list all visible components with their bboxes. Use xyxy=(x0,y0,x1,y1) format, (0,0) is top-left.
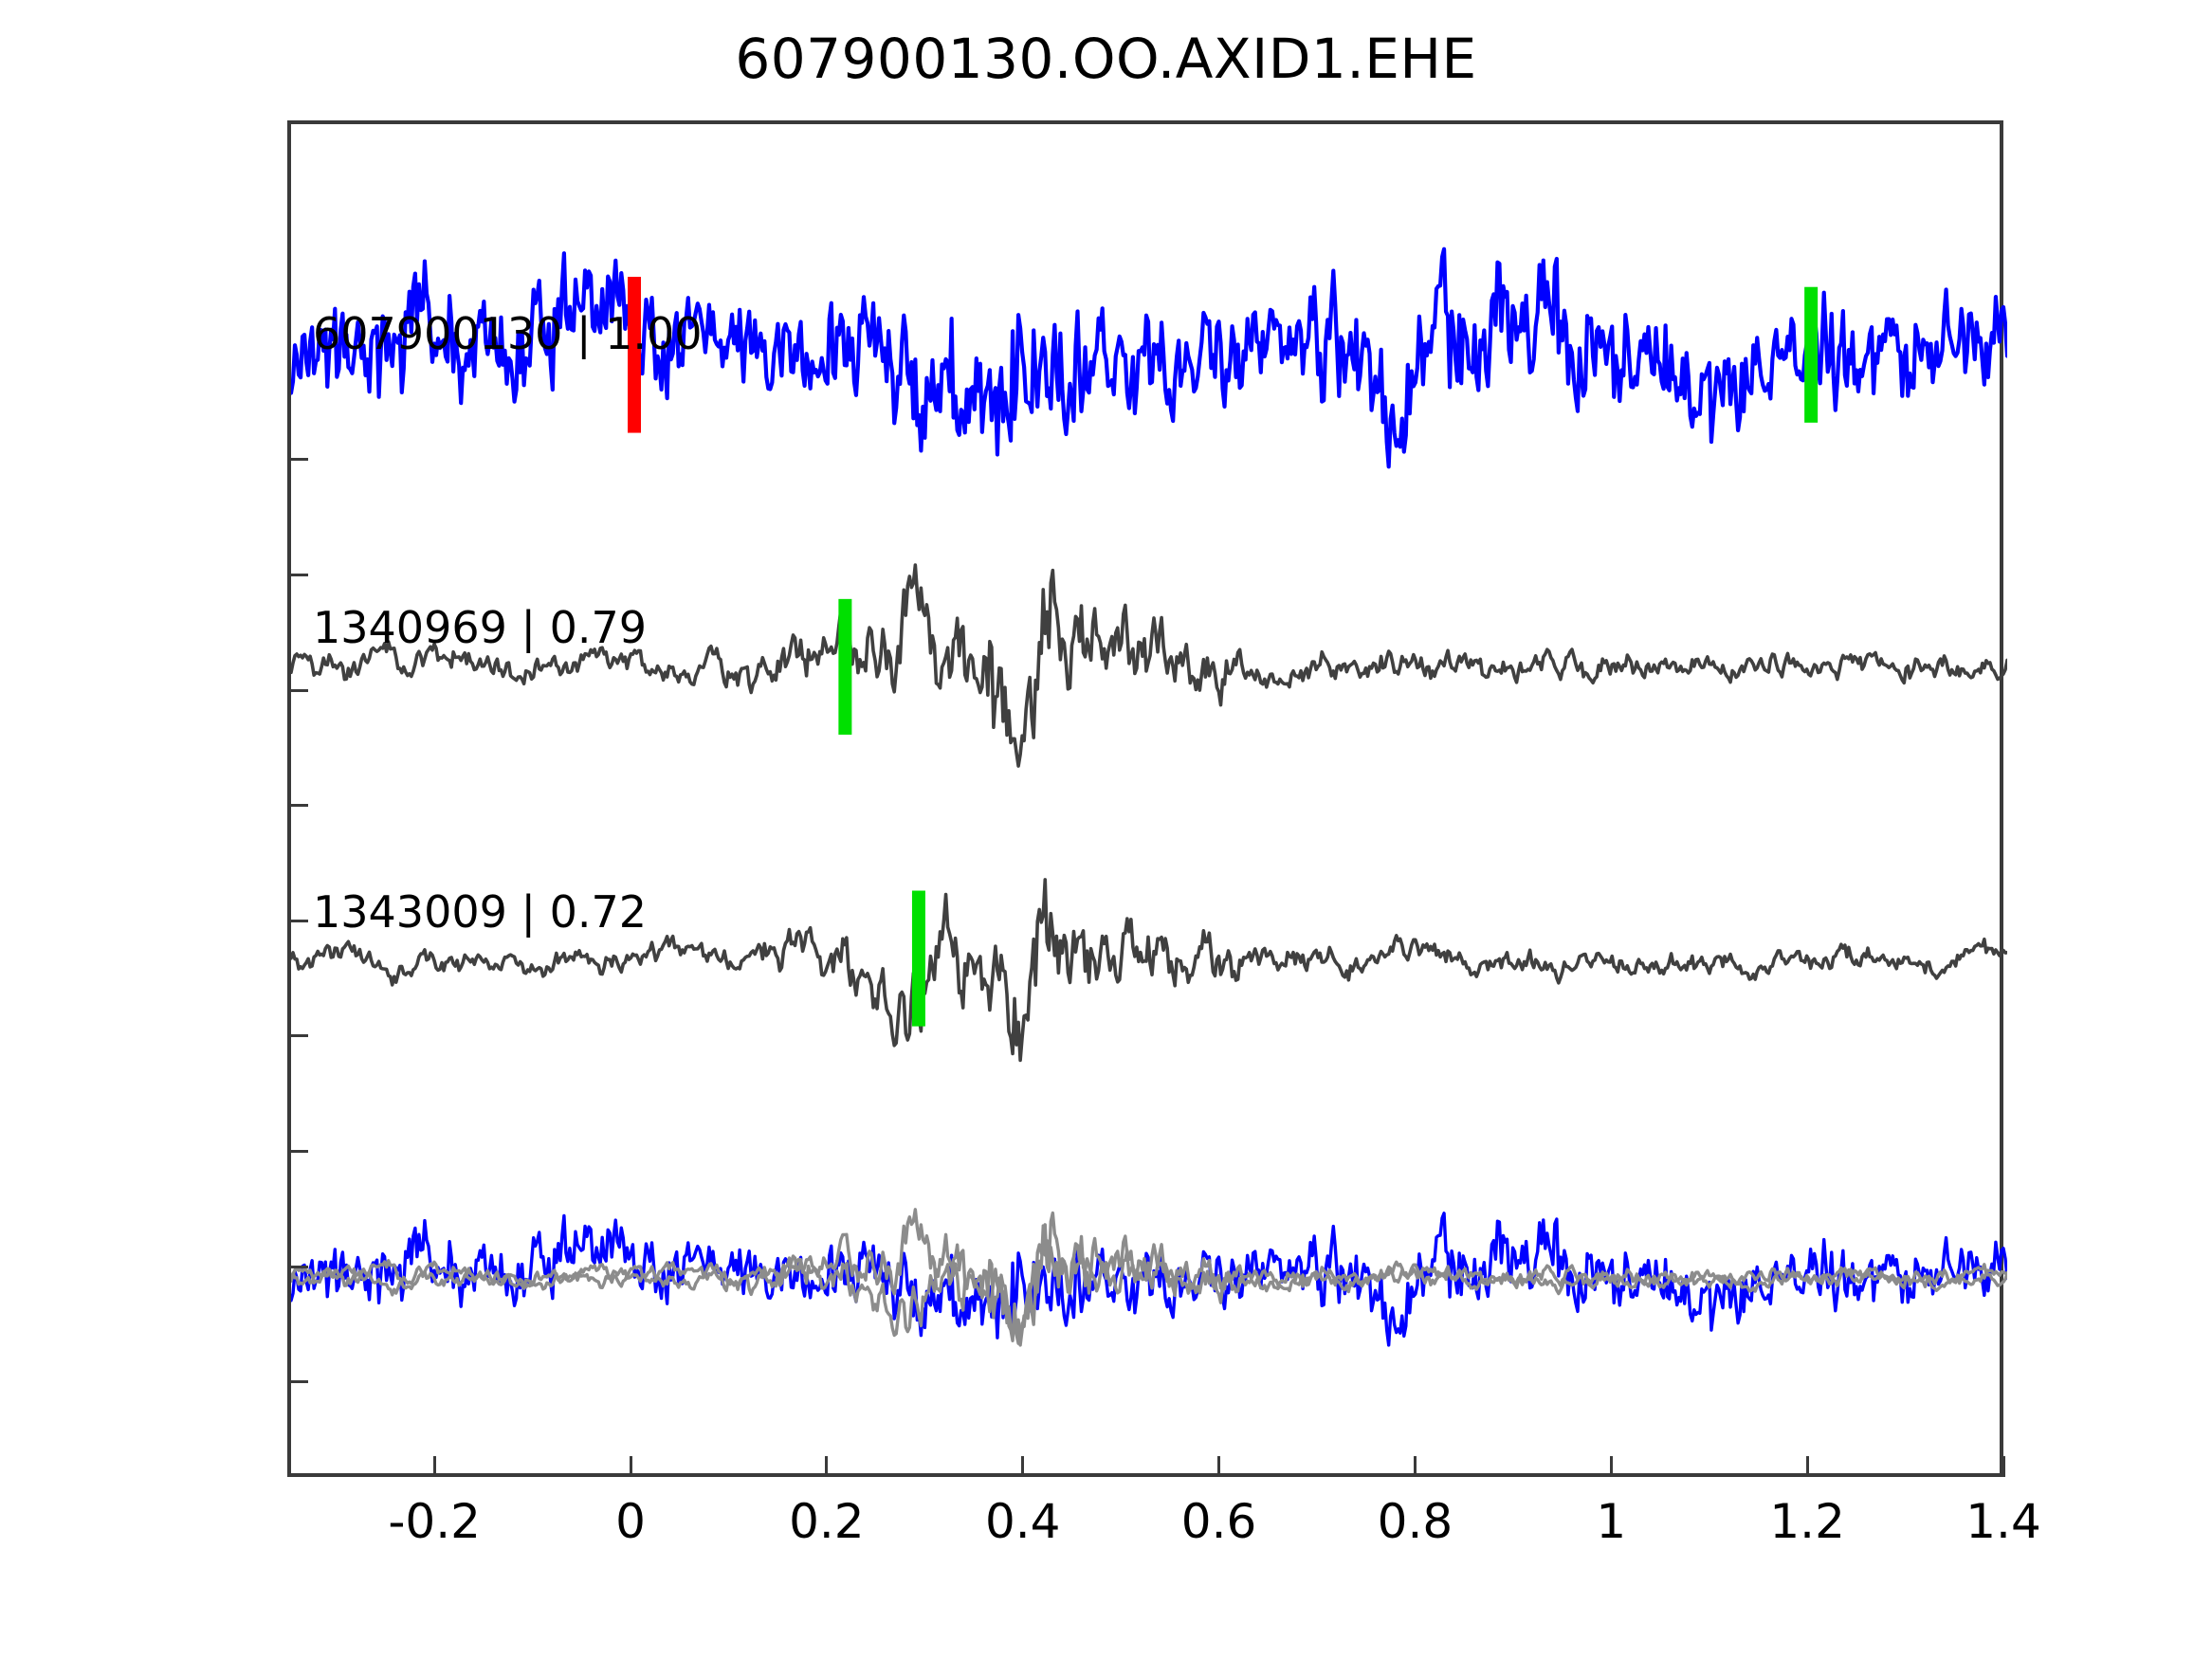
x-tick-label-0: 0 xyxy=(615,1494,646,1549)
x-axis-tick-labels: -0.2 0 0.2 0.4 0.6 0.8 1 1.2 1.4 xyxy=(0,1494,2212,1579)
trace-label-1: 607900130 | 1.00 xyxy=(313,308,703,359)
trace-label-3: 1343009 | 0.72 xyxy=(313,886,648,938)
detection-pick-marker-1343009 xyxy=(911,890,925,1027)
trace-label-2: 1340969 | 0.79 xyxy=(313,602,648,653)
x-tick-label--0.2: -0.2 xyxy=(388,1494,481,1549)
waveform-canvas xyxy=(291,246,2007,1347)
detection-pick-marker-1340969 xyxy=(838,598,852,735)
page-title: 607900130.OO.AXID1.EHE xyxy=(735,27,1477,91)
x-tick-label-0.2: 0.2 xyxy=(789,1494,865,1549)
x-tick-label-0.8: 0.8 xyxy=(1377,1494,1453,1549)
x-tick-label-0.4: 0.4 xyxy=(984,1494,1061,1549)
reference-pick-marker-607900130 xyxy=(628,276,641,433)
waveform-1343009 xyxy=(291,878,2007,1063)
x-tick-label-1.2: 1.2 xyxy=(1769,1494,1845,1549)
x-tick-label-0.6: 0.6 xyxy=(1180,1494,1257,1549)
plot-area xyxy=(287,120,2007,1477)
detection-pick-marker-607900130 xyxy=(1804,286,1819,423)
x-tick-label-1.4: 1.4 xyxy=(1965,1494,2041,1549)
waveform-1340969 xyxy=(291,563,2007,768)
x-tick-label-1: 1 xyxy=(1596,1494,1627,1549)
waveform-overlay-1343009 xyxy=(291,1223,2007,1347)
waveform-607900130 xyxy=(291,246,2007,469)
